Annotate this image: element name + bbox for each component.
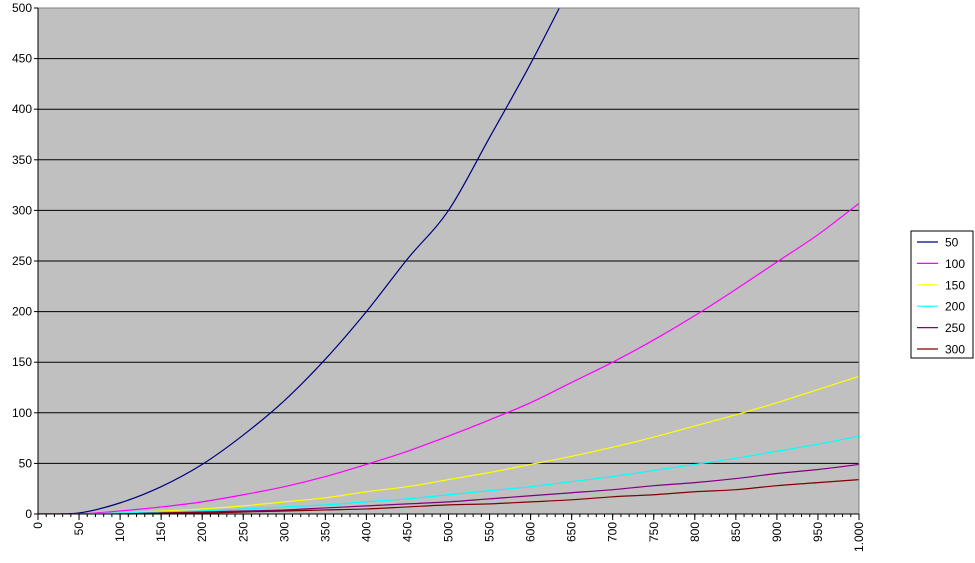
x-tick-label-10: 500: [442, 522, 456, 542]
x-tick-label-20: 1.000: [852, 522, 866, 552]
series-line-50: [38, 8, 560, 514]
series-line-300: [38, 478, 859, 514]
y-tick-label-7: 350: [12, 153, 32, 167]
x-tick-label-19: 950: [811, 522, 825, 542]
y-tick-label-10: 500: [12, 1, 32, 15]
legend-label-150: 150: [945, 278, 965, 292]
x-tick-label-4: 200: [195, 522, 209, 542]
series-line-100: [38, 202, 859, 514]
y-tick-label-3: 150: [12, 355, 32, 369]
x-tick-label-1: 50: [72, 522, 86, 536]
x-tick-label-15: 750: [647, 522, 661, 542]
legend-label-300: 300: [945, 343, 965, 357]
x-tick-label-2: 100: [113, 522, 127, 542]
x-tick-label-14: 700: [606, 522, 620, 542]
x-tick-label-9: 450: [400, 522, 414, 542]
series-line-150: [38, 375, 859, 514]
legend: 50 100 150 200 250 300: [910, 230, 974, 359]
x-tick-label-17: 850: [729, 522, 743, 542]
y-tick-label-4: 200: [12, 305, 32, 319]
x-tick-label-18: 900: [770, 522, 784, 542]
x-tick-label-13: 650: [565, 522, 579, 542]
x-tick-label-5: 250: [236, 522, 250, 542]
x-axis: 0 50 100 150 200 250 300 350 400 450 500 550 600 650 7…: [31, 513, 866, 552]
y-tick-label-9: 450: [12, 52, 32, 66]
legend-box: [910, 230, 974, 359]
y-tick-label-8: 400: [12, 102, 32, 116]
x-tick-label-6: 300: [277, 522, 291, 542]
series-lines: [38, 8, 859, 514]
legend-label-250: 250: [945, 321, 965, 335]
x-tick-label-7: 350: [318, 522, 332, 542]
y-tick-label-6: 300: [12, 203, 32, 217]
legend-label-100: 100: [945, 257, 965, 271]
legend-label-50: 50: [945, 236, 959, 250]
x-tick-label-8: 400: [359, 522, 373, 542]
y-tick-label-2: 100: [12, 406, 32, 420]
series-line-200: [38, 435, 859, 514]
y-tick-label-0: 0: [25, 507, 32, 521]
y-axis: 0 50 100 150 200 250 300 350 400 450 500: [12, 1, 39, 521]
x-tick-label-3: 150: [154, 522, 168, 542]
y-tick-label-1: 50: [19, 456, 33, 470]
x-tick-label-0: 0: [31, 522, 45, 529]
x-tick-label-11: 550: [483, 522, 497, 542]
y-tick-label-5: 250: [12, 254, 32, 268]
legend-label-200: 200: [945, 300, 965, 314]
x-tick-label-16: 800: [688, 522, 702, 542]
x-tick-label-12: 600: [524, 522, 538, 542]
